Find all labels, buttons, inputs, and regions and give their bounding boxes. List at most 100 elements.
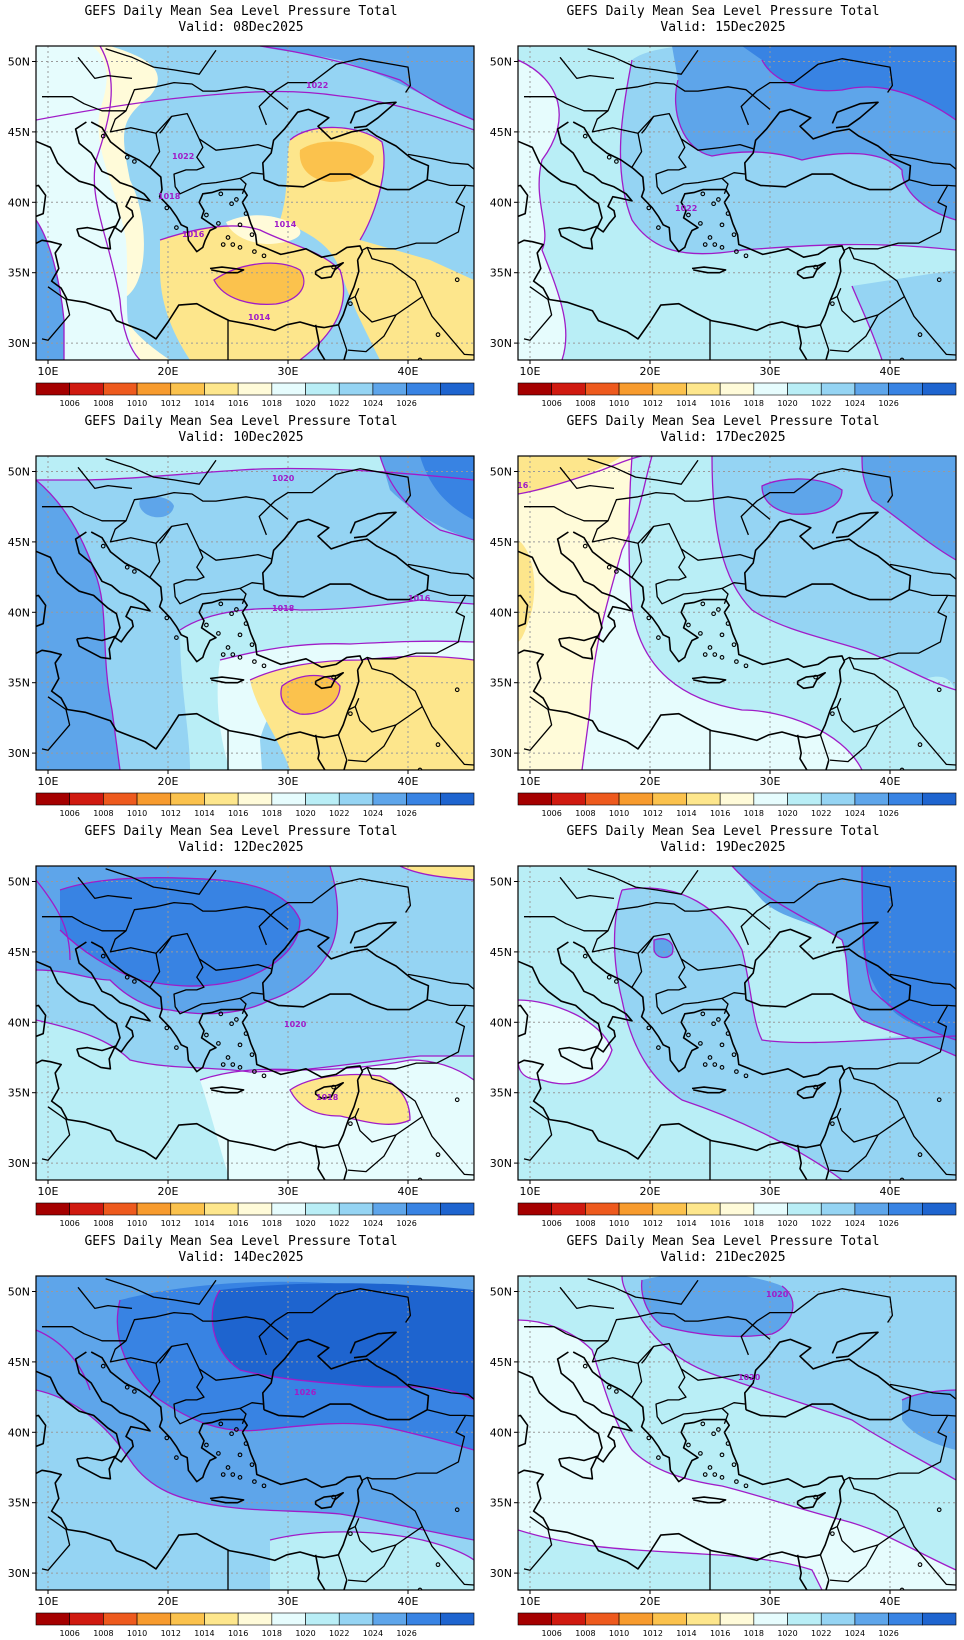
coastline xyxy=(831,921,879,949)
island xyxy=(830,1121,835,1127)
country-border xyxy=(903,296,956,356)
lat-label: 30N xyxy=(490,337,512,350)
panel-21dec: GEFS Daily Mean Sea Level Pressure Total… xyxy=(482,1230,964,1640)
coastline xyxy=(796,324,808,360)
island xyxy=(731,642,737,648)
island xyxy=(743,253,749,259)
country-border xyxy=(844,595,949,661)
country-border xyxy=(740,468,894,536)
island xyxy=(100,133,106,139)
colorbar-label: 1026 xyxy=(878,1219,898,1228)
lon-label: 40E xyxy=(880,1185,901,1198)
country-border xyxy=(214,442,310,453)
pressure-region xyxy=(654,938,673,958)
country-border xyxy=(198,138,272,151)
island xyxy=(614,159,619,164)
pressure-region xyxy=(400,866,474,880)
island xyxy=(711,1431,716,1437)
coastline xyxy=(796,261,827,280)
lat-label: 40N xyxy=(8,1016,30,1029)
pressure-region xyxy=(36,46,140,360)
island xyxy=(132,159,137,164)
island xyxy=(656,1455,661,1460)
coastline xyxy=(518,1414,529,1448)
colorbar-label: 1020 xyxy=(295,399,315,408)
map-frame xyxy=(517,1275,957,1591)
country-border xyxy=(105,458,217,485)
country-border xyxy=(354,657,424,733)
panel-title: GEFS Daily Mean Sea Level Pressure Total xyxy=(84,4,398,19)
pressure-region xyxy=(290,1074,410,1125)
colorbar-label: 1022 xyxy=(811,1629,831,1638)
colorbar-swatch xyxy=(237,382,273,396)
country-border xyxy=(830,1526,838,1531)
country-border xyxy=(159,936,173,954)
coastline xyxy=(691,1086,727,1094)
colorbar-label: 1010 xyxy=(127,399,147,408)
colorbar-swatch xyxy=(888,1612,923,1626)
country-border xyxy=(587,1278,699,1305)
coastline xyxy=(825,1169,830,1180)
island xyxy=(960,1113,964,1117)
lat-label: 45N xyxy=(490,946,512,959)
country-border xyxy=(41,1106,71,1161)
lon-label: 30E xyxy=(278,775,299,788)
lon-label: 40E xyxy=(398,775,419,788)
coastline xyxy=(314,734,326,770)
colorbar-swatch xyxy=(618,382,654,396)
lat-label: 35N xyxy=(490,267,512,280)
coastline xyxy=(261,928,430,1011)
coastline xyxy=(796,1081,827,1100)
colorbar-label: 1008 xyxy=(575,809,595,818)
country-border xyxy=(362,185,467,251)
island xyxy=(899,1177,905,1180)
pressure-map: 1016 50N 45N 40N 35N 30N 10E 20E 30E 40E 1006 1008 1… xyxy=(490,455,957,818)
country-border xyxy=(889,153,956,187)
lat-label: 45N xyxy=(8,1356,30,1369)
country-border xyxy=(559,56,615,80)
island xyxy=(830,1531,835,1537)
lat-label: 35N xyxy=(490,1087,512,1100)
island xyxy=(348,1121,353,1127)
colorbar-label: 1018 xyxy=(262,1629,282,1638)
island xyxy=(220,242,226,247)
panel-title: GEFS Daily Mean Sea Level Pressure Total xyxy=(84,414,398,429)
coastline xyxy=(518,1004,529,1038)
colorbar-swatch xyxy=(372,1202,407,1216)
colorbar-label: 1024 xyxy=(363,399,383,408)
country-border xyxy=(214,1262,310,1273)
isobar-line xyxy=(36,866,339,1015)
colorbar-label: 1010 xyxy=(127,1219,147,1228)
colorbar-swatch xyxy=(551,792,586,806)
country-border xyxy=(348,1526,356,1531)
colorbar-label: 1016 xyxy=(710,809,730,818)
island xyxy=(813,1494,818,1500)
colorbar-swatch xyxy=(237,792,273,806)
island xyxy=(686,1442,691,1448)
island xyxy=(646,615,652,621)
colorbar-label: 1020 xyxy=(295,1219,315,1228)
colorbar-label: 1012 xyxy=(161,1219,181,1228)
coastline xyxy=(955,124,956,126)
country-border xyxy=(523,696,553,751)
island xyxy=(707,1465,713,1470)
lat-label: 50N xyxy=(8,465,30,478)
lon-label: 10E xyxy=(520,1595,541,1608)
pressure-map: 1020 1018 50N 45N 40N 35N 30N 10E 20E 30E 40E 1006 1… xyxy=(8,865,475,1228)
isobar-line xyxy=(653,938,674,959)
island xyxy=(606,974,612,980)
country-border xyxy=(740,878,894,946)
isobar-line xyxy=(289,1073,411,1125)
island xyxy=(261,663,267,669)
island xyxy=(731,1052,737,1058)
colorbar-label: 1010 xyxy=(127,1629,147,1638)
coastline xyxy=(36,1351,151,1463)
lon-label: 20E xyxy=(158,775,179,788)
pressure-region xyxy=(139,496,174,518)
coastline xyxy=(796,1554,808,1590)
island xyxy=(712,1062,718,1067)
colorbar-swatch xyxy=(372,792,407,806)
lat-label: 40N xyxy=(8,1426,30,1439)
country-border xyxy=(836,1067,906,1143)
panel-12dec: GEFS Daily Mean Sea Level Pressure Total… xyxy=(0,820,482,1230)
